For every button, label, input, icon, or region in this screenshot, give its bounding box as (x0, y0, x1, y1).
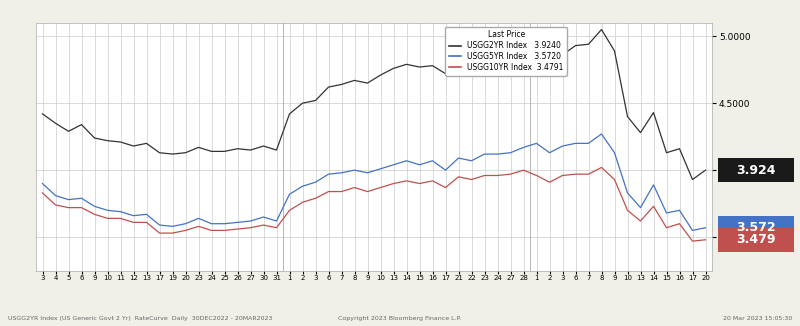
Text: 20 Mar 2023 15:05:30: 20 Mar 2023 15:05:30 (722, 316, 792, 321)
Legend: USGG2YR Index   3.9240, USGG5YR Index   3.5720, USGG10YR Index  3.4791: USGG2YR Index 3.9240, USGG5YR Index 3.57… (446, 27, 567, 76)
Text: 3.572: 3.572 (736, 221, 776, 234)
Text: USGG2YR Index (US Generic Govt 2 Yr)  RateCurve  Daily  30DEC2022 - 20MAR2023: USGG2YR Index (US Generic Govt 2 Yr) Rat… (8, 316, 273, 321)
Text: 3.479: 3.479 (736, 233, 776, 246)
Text: 3.924: 3.924 (736, 164, 776, 177)
Text: Copyright 2023 Bloomberg Finance L.P.: Copyright 2023 Bloomberg Finance L.P. (338, 316, 462, 321)
